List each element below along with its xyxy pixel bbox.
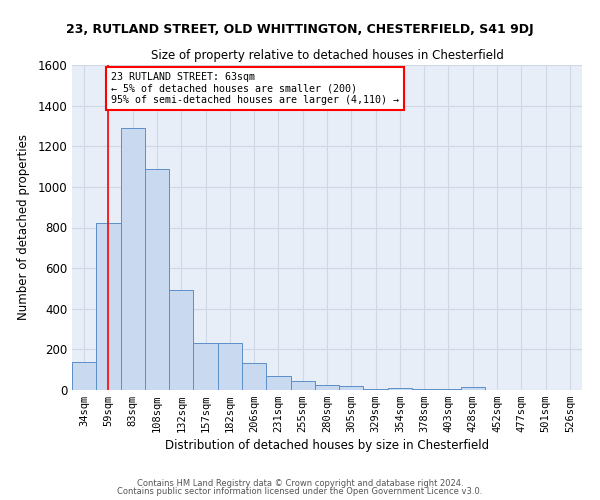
X-axis label: Distribution of detached houses by size in Chesterfield: Distribution of detached houses by size … bbox=[165, 440, 489, 452]
Bar bbox=[145, 168, 169, 390]
Bar bbox=[436, 389, 461, 390]
Y-axis label: Number of detached properties: Number of detached properties bbox=[17, 134, 31, 320]
Bar bbox=[412, 389, 436, 390]
Bar bbox=[96, 224, 121, 390]
Text: Contains HM Land Registry data © Crown copyright and database right 2024.: Contains HM Land Registry data © Crown c… bbox=[137, 478, 463, 488]
Text: 23, RUTLAND STREET, OLD WHITTINGTON, CHESTERFIELD, S41 9DJ: 23, RUTLAND STREET, OLD WHITTINGTON, CHE… bbox=[66, 22, 534, 36]
Bar bbox=[169, 290, 193, 390]
Bar bbox=[72, 362, 96, 390]
Text: Contains public sector information licensed under the Open Government Licence v3: Contains public sector information licen… bbox=[118, 487, 482, 496]
Bar bbox=[218, 344, 242, 390]
Bar bbox=[242, 362, 266, 390]
Bar bbox=[339, 386, 364, 390]
Bar bbox=[461, 388, 485, 390]
Title: Size of property relative to detached houses in Chesterfield: Size of property relative to detached ho… bbox=[151, 50, 503, 62]
Bar bbox=[290, 381, 315, 390]
Bar bbox=[193, 344, 218, 390]
Bar bbox=[121, 128, 145, 390]
Bar bbox=[315, 385, 339, 390]
Bar bbox=[388, 388, 412, 390]
Bar bbox=[266, 376, 290, 390]
Bar bbox=[364, 389, 388, 390]
Text: 23 RUTLAND STREET: 63sqm
← 5% of detached houses are smaller (200)
95% of semi-d: 23 RUTLAND STREET: 63sqm ← 5% of detache… bbox=[111, 72, 399, 106]
